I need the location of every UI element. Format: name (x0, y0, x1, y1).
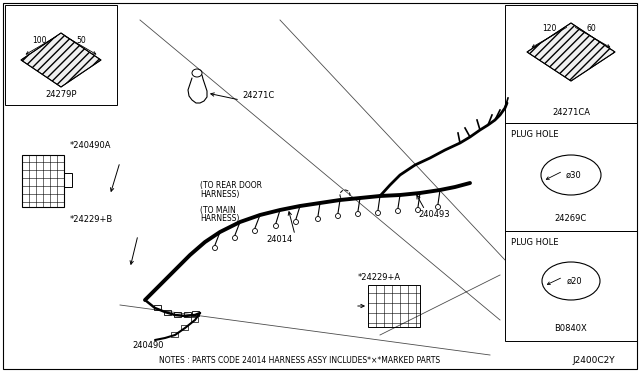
Text: 24271CA: 24271CA (552, 108, 590, 117)
Text: HARNESS): HARNESS) (200, 214, 239, 223)
Text: 240493: 240493 (418, 210, 450, 219)
Text: 120: 120 (542, 24, 556, 33)
Text: PLUG HOLE: PLUG HOLE (511, 238, 559, 247)
Bar (192, 311, 199, 316)
Text: 240490: 240490 (132, 341, 164, 350)
Text: *240490A: *240490A (70, 141, 111, 150)
Bar (154, 305, 161, 310)
Polygon shape (21, 33, 101, 87)
Bar (505, 123, 637, 231)
Text: (TO REAR DOOR: (TO REAR DOOR (200, 181, 262, 190)
Text: 100: 100 (32, 36, 46, 45)
Bar (505, 5, 637, 123)
Text: 60: 60 (586, 24, 596, 33)
Text: PLUG HOLE: PLUG HOLE (511, 130, 559, 139)
Bar (184, 312, 191, 317)
Bar (5, 5, 117, 105)
Text: ø20: ø20 (566, 277, 582, 286)
Text: NOTES : PARTS CODE 24014 HARNESS ASSY INCLUDES*×*MARKED PARTS: NOTES : PARTS CODE 24014 HARNESS ASSY IN… (159, 356, 440, 365)
Bar (164, 310, 171, 315)
Text: *24229+B: *24229+B (70, 215, 113, 224)
Text: (TO MAIN: (TO MAIN (200, 206, 236, 215)
Bar (181, 325, 188, 330)
Bar (171, 332, 178, 337)
Text: 24279P: 24279P (45, 90, 77, 99)
Bar (174, 312, 181, 317)
Text: B0840X: B0840X (555, 324, 588, 333)
Bar (64, 173, 72, 187)
Text: 24271C: 24271C (242, 91, 275, 100)
Text: J2400C2Y: J2400C2Y (572, 356, 615, 365)
Text: ø30: ø30 (566, 171, 582, 180)
Text: 50: 50 (76, 36, 86, 45)
Bar (368, 285, 420, 327)
Bar (22, 155, 64, 207)
Text: 24269C: 24269C (555, 214, 587, 223)
Bar (191, 317, 198, 322)
Polygon shape (527, 23, 615, 81)
Bar (505, 231, 637, 341)
Text: 24014: 24014 (267, 235, 293, 244)
Text: *24229+A: *24229+A (358, 273, 401, 282)
Text: HARNESS): HARNESS) (200, 190, 239, 199)
